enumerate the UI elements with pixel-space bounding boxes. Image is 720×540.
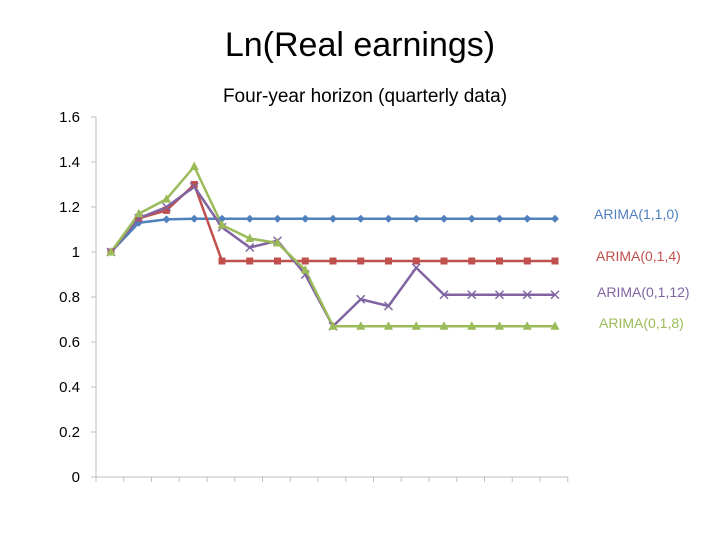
y-tick-label: 0.2 — [59, 424, 80, 441]
data-point-arima-0-1-4 — [357, 257, 365, 265]
data-point-arima-0-1-4 — [385, 257, 392, 265]
data-point-arima-0-1-8 — [328, 321, 338, 330]
data-point-arima-0-1-4 — [274, 257, 281, 265]
legend-entry: ARIMA(0,1,4) — [596, 248, 681, 264]
y-tick-label: 0.4 — [59, 379, 80, 396]
series-lines — [109, 165, 555, 328]
data-point-arima-1-1-0 — [467, 214, 476, 223]
data-point-arima-0-1-12 — [522, 290, 532, 300]
data-point-arima-0-1-8 — [384, 321, 393, 330]
series-line-arima-1-1-0 — [110, 217, 555, 253]
data-point-arima-1-1-0 — [162, 215, 171, 224]
chart-title: Four-year horizon (quarterly data) — [222, 86, 508, 107]
data-point-arima-0-1-8 — [134, 208, 144, 218]
data-point-arima-0-1-8 — [106, 247, 116, 256]
data-point-arima-0-1-8 — [189, 161, 199, 170]
legend-entry: ARIMA(1,1,0) — [594, 206, 679, 222]
data-point-arima-0-1-12 — [383, 301, 394, 311]
data-point-arima-0-1-4 — [523, 257, 531, 265]
data-point-arima-1-1-0 — [440, 214, 448, 223]
legend-entry: ARIMA(0,1,12) — [597, 284, 690, 300]
data-point-arima-0-1-4 — [301, 257, 309, 265]
data-point-arima-0-1-4 — [329, 257, 337, 265]
data-point-arima-1-1-0 — [356, 214, 365, 223]
legend: ARIMA(1,1,0) ARIMA(0,1,4) ARIMA(0,1,12) ARI… — [594, 206, 690, 331]
data-point-arima-0-1-4 — [496, 257, 503, 265]
data-point-arima-0-1-12 — [411, 263, 421, 273]
y-tick-label: 0.6 — [59, 334, 80, 351]
slide-title: Ln(Real earnings) — [224, 26, 496, 64]
data-point-arima-1-1-0 — [495, 214, 504, 223]
data-point-arima-0-1-12 — [161, 202, 172, 212]
data-point-arima-0-1-12 — [494, 290, 505, 300]
y-tick-label: 1.2 — [59, 199, 80, 216]
y-tick-labels: 0 0.2 0.4 0.6 0.8 1 1.2 1.4 1.6 — [59, 109, 80, 486]
data-point-arima-1-1-0 — [245, 214, 254, 223]
data-point-arima-0-1-8 — [356, 321, 366, 330]
y-tick-label: 0 — [72, 469, 80, 486]
data-point-arima-1-1-0 — [412, 214, 421, 223]
chart-axes — [91, 116, 569, 482]
y-tick-label: 1.4 — [59, 154, 80, 171]
data-point-arima-0-1-8 — [495, 321, 504, 330]
data-point-arima-1-1-0 — [384, 214, 393, 223]
data-point-arima-0-1-12 — [439, 290, 449, 300]
series-line-arima-0-1-12 — [110, 185, 555, 328]
data-point-arima-0-1-12 — [189, 182, 199, 192]
data-point-arima-0-1-4 — [190, 181, 198, 188]
data-point-arima-0-1-4 — [551, 257, 559, 265]
data-point-arima-1-1-0 — [551, 214, 559, 223]
data-point-arima-1-1-0 — [190, 214, 199, 223]
data-point-arima-0-1-4 — [218, 257, 226, 265]
data-point-arima-1-1-0 — [273, 214, 282, 223]
data-point-arima-0-1-8 — [550, 321, 560, 330]
data-point-arima-0-1-4 — [468, 257, 476, 265]
y-tick-label: 1 — [72, 244, 80, 261]
data-point-arima-0-1-4 — [246, 257, 254, 265]
y-tick-label: 0.8 — [59, 289, 80, 306]
data-point-arima-1-1-0 — [301, 214, 310, 223]
legend-entry: ARIMA(0,1,8) — [599, 315, 684, 331]
data-point-arima-1-1-0 — [523, 214, 532, 223]
data-point-arima-1-1-0 — [329, 214, 337, 223]
data-point-arima-0-1-12 — [356, 294, 366, 304]
data-point-arima-0-1-8 — [162, 194, 171, 203]
data-point-arima-0-1-4 — [163, 206, 170, 214]
data-point-arima-0-1-8 — [245, 233, 255, 242]
data-point-arima-0-1-8 — [273, 238, 282, 247]
data-point-arima-0-1-12 — [467, 290, 477, 300]
data-point-arima-0-1-12 — [245, 242, 255, 253]
y-tick-label: 1.6 — [59, 109, 80, 126]
series-line-arima-0-1-4 — [110, 183, 555, 263]
data-point-arima-0-1-12 — [550, 290, 560, 300]
data-point-arima-1-1-0 — [218, 214, 226, 223]
data-point-arima-0-1-8 — [522, 321, 532, 330]
series-markers — [106, 161, 560, 331]
series-line-arima-0-1-8 — [109, 165, 555, 328]
data-point-arima-0-1-4 — [440, 257, 448, 265]
data-point-arima-0-1-8 — [300, 265, 310, 274]
data-point-arima-0-1-4 — [412, 257, 420, 265]
data-point-arima-0-1-8 — [217, 220, 227, 229]
data-point-arima-0-1-8 — [467, 321, 477, 330]
data-point-arima-0-1-8 — [411, 321, 421, 330]
data-point-arima-0-1-8 — [439, 321, 449, 330]
